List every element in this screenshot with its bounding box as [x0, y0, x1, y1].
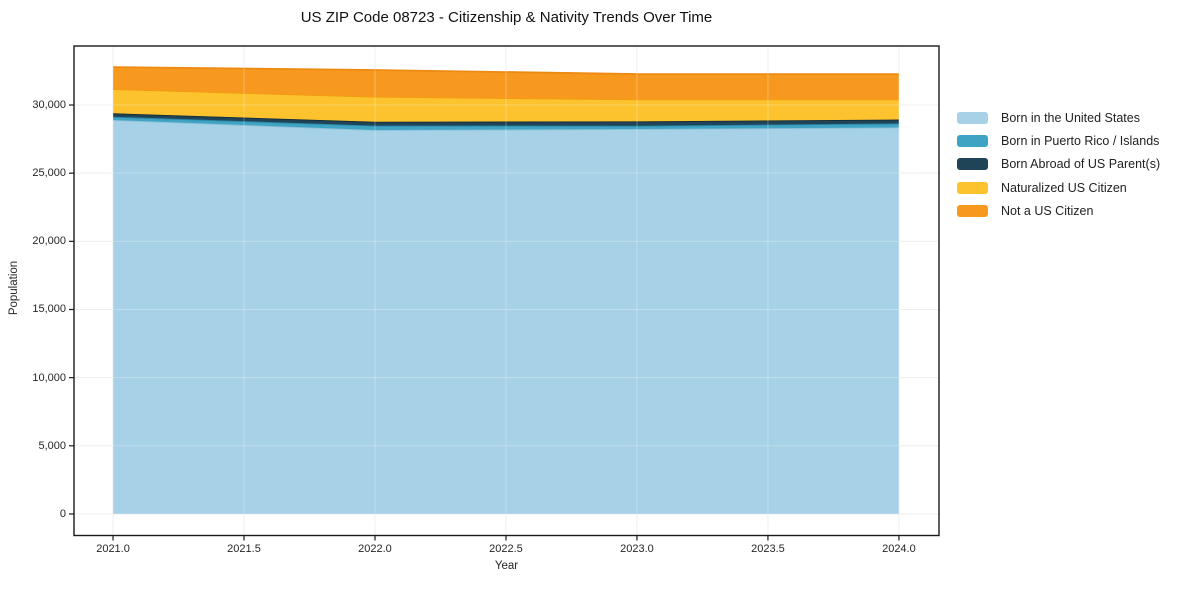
y-tick-label: 20,000 [32, 235, 66, 248]
area-edge-4 [112, 66, 899, 75]
x-tick-label: 2021.0 [96, 543, 130, 555]
area-series-2 [113, 113, 899, 126]
legend: Born in the United States Born in Puerto … [957, 106, 1160, 223]
x-tick-label: 2022.0 [358, 543, 392, 555]
legend-swatch-icon [957, 135, 988, 148]
area-series-1 [113, 116, 899, 130]
legend-item-4: Not a US Citizen [957, 200, 1160, 223]
chart-title: US ZIP Code 08723 - Citizenship & Nativi… [300, 9, 713, 26]
legend-item-1: Born in Puerto Rico / Islands [957, 129, 1160, 152]
legend-swatch-icon [957, 158, 988, 171]
legend-swatch-icon [957, 181, 988, 194]
y-axis-label: Population [8, 260, 20, 316]
x-tick-label: 2023.5 [751, 543, 785, 555]
y-tick-label: 30,000 [32, 99, 66, 112]
legend-label: Born Abroad of US Parent(s) [1001, 157, 1161, 172]
x-axis-label: Year [494, 560, 519, 572]
legend-label: Born in the United States [1001, 110, 1140, 125]
legend-item-3: Naturalized US Citizen [957, 176, 1160, 199]
y-tick-label: 10,000 [32, 371, 66, 384]
legend-item-2: Born Abroad of US Parent(s) [957, 153, 1160, 176]
y-tick-label: 0 [59, 507, 66, 520]
legend-label: Not a US Citizen [1001, 204, 1094, 219]
area-series-0 [113, 120, 899, 514]
legend-label: Born in Puerto Rico / Islands [1001, 134, 1160, 149]
y-tick-label: 25,000 [32, 167, 66, 180]
legend-label: Naturalized US Citizen [1001, 180, 1127, 195]
area-series-3 [113, 89, 899, 122]
legend-item-0: Born in the United States [957, 106, 1160, 129]
legend-swatch-icon [957, 205, 988, 218]
legend-swatch-icon [957, 111, 988, 124]
x-tick-label: 2023.0 [620, 543, 654, 555]
area-series-4 [113, 67, 899, 100]
x-tick-label: 2021.5 [227, 543, 261, 555]
x-tick-label: 2022.5 [489, 543, 523, 555]
y-tick-label: 5,000 [38, 439, 66, 452]
y-tick-label: 15,000 [32, 303, 66, 316]
x-tick-label: 2024.0 [882, 543, 916, 555]
